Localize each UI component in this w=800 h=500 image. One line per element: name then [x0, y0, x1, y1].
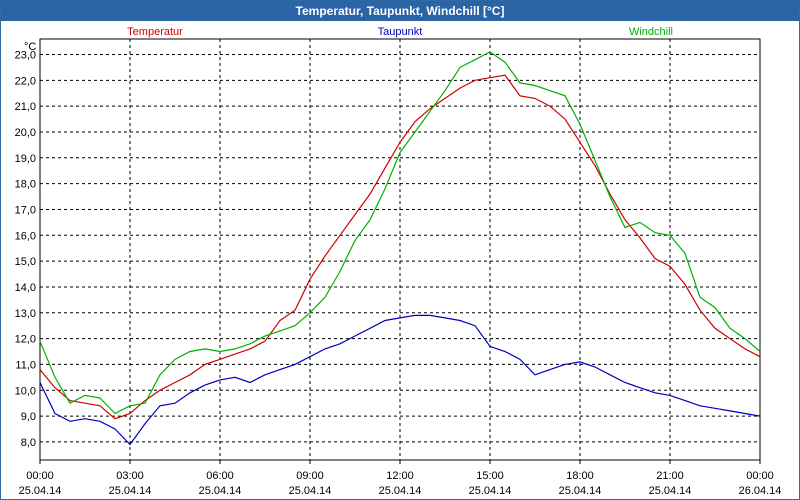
series-line-taupunkt: [39, 314, 761, 446]
x-tick-time-label: 00:00: [746, 470, 774, 482]
x-tick-time-label: 15:00: [476, 470, 504, 482]
x-tick-time-label: 00:00: [26, 470, 54, 482]
x-tick-date-label: 26.04.14: [739, 485, 782, 497]
series-line-windchill: [39, 51, 761, 415]
y-tick-label: 19,0: [15, 153, 36, 165]
x-tick-date-label: 25.04.14: [289, 485, 332, 497]
legend-entry-windchill: Windchill: [629, 26, 673, 38]
y-tick-label: 20,0: [15, 127, 36, 139]
x-tick-date-label: 25.04.14: [649, 485, 692, 497]
window-title: Temperatur, Taupunkt, Windchill [°C]: [1, 1, 799, 21]
series-line-temperatur: [39, 74, 761, 420]
x-tick-time-label: 21:00: [656, 470, 684, 482]
x-tick-time-label: 12:00: [386, 470, 414, 482]
y-axis-unit-label: °C: [24, 41, 36, 53]
x-tick-time-label: 18:00: [566, 470, 594, 482]
y-tick-label: 22,0: [15, 75, 36, 87]
y-tick-label: 8,0: [21, 437, 36, 449]
x-tick-date-label: 25.04.14: [379, 485, 422, 497]
y-tick-label: 18,0: [15, 179, 36, 191]
x-tick-date-label: 25.04.14: [469, 485, 512, 497]
y-tick-label: 15,0: [15, 256, 36, 268]
y-tick-label: 16,0: [15, 230, 36, 242]
legend-entry-taupunkt: Taupunkt: [378, 26, 423, 38]
x-tick-time-label: 06:00: [206, 470, 234, 482]
y-tick-label: 14,0: [15, 282, 36, 294]
y-tick-label: 21,0: [15, 101, 36, 113]
y-tick-label: 23,0: [15, 49, 36, 61]
y-tick-label: 17,0: [15, 204, 36, 216]
y-tick-label: 11,0: [15, 359, 36, 371]
y-tick-label: 10,0: [15, 385, 36, 397]
y-tick-label: 9,0: [21, 411, 36, 423]
x-tick-time-label: 09:00: [296, 470, 324, 482]
y-tick-label: 13,0: [15, 308, 36, 320]
legend-entry-temperatur: Temperatur: [127, 26, 183, 38]
x-tick-date-label: 25.04.14: [19, 485, 62, 497]
x-tick-date-label: 25.04.14: [199, 485, 242, 497]
y-tick-label: 12,0: [15, 334, 36, 346]
x-tick-date-label: 25.04.14: [109, 485, 152, 497]
x-tick-time-label: 03:00: [116, 470, 144, 482]
x-tick-date-label: 25.04.14: [559, 485, 602, 497]
